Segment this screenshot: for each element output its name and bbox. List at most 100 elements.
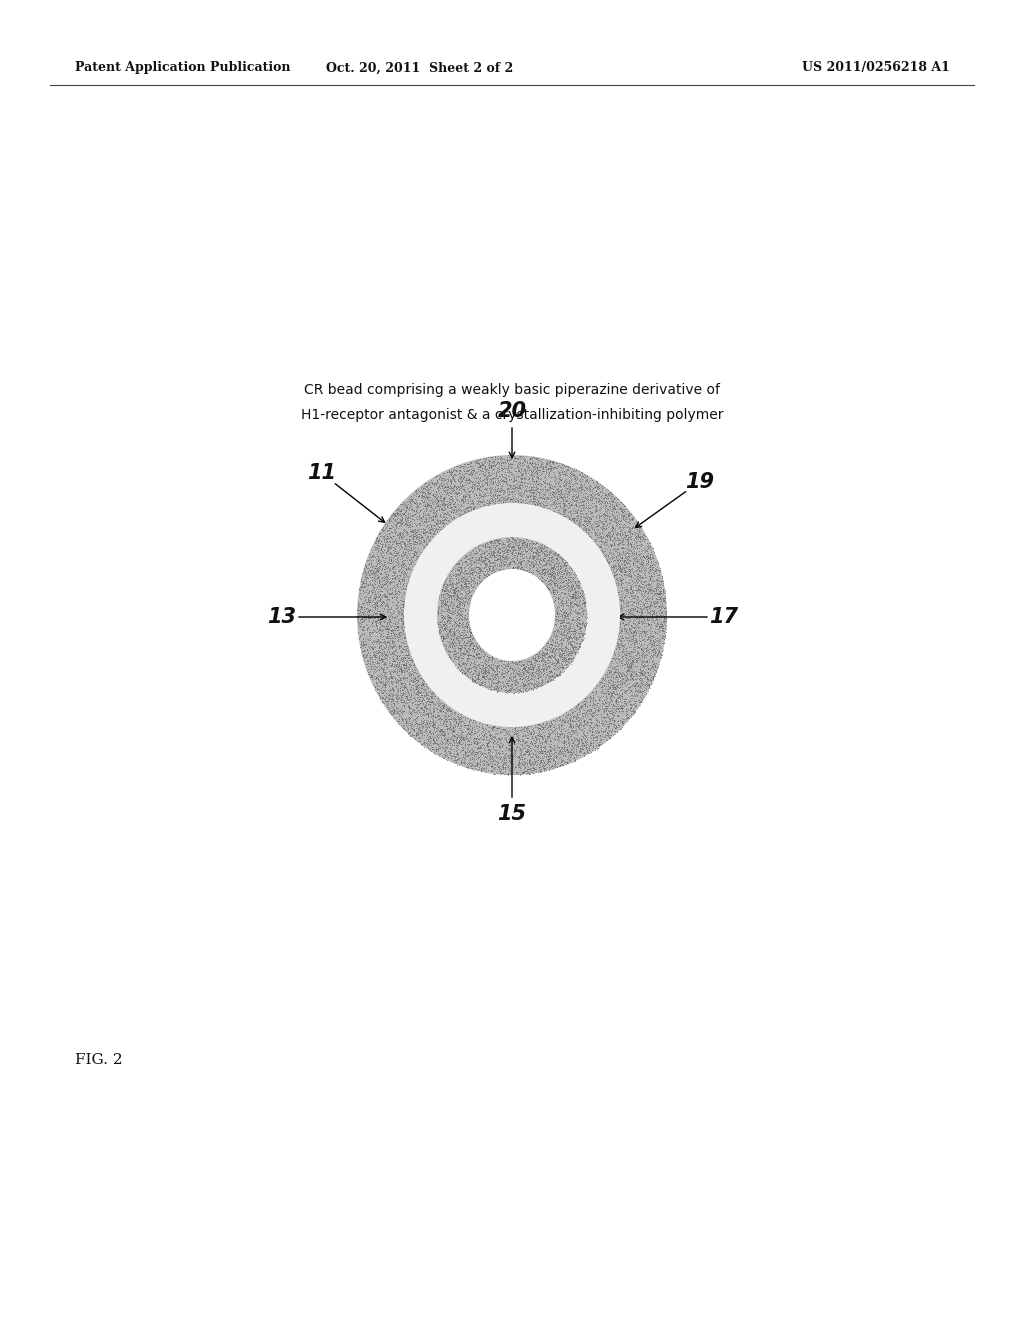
Point — [631, 517, 647, 539]
Point — [485, 763, 502, 784]
Point — [509, 655, 525, 676]
Point — [435, 628, 452, 649]
Point — [535, 562, 551, 583]
Point — [539, 756, 555, 777]
Point — [570, 606, 587, 627]
Point — [595, 488, 611, 510]
Point — [463, 626, 479, 647]
Point — [474, 453, 490, 474]
Point — [522, 751, 539, 772]
Point — [465, 560, 481, 581]
Text: FIG. 2: FIG. 2 — [75, 1053, 123, 1067]
Point — [455, 619, 471, 640]
Point — [541, 570, 557, 591]
Point — [501, 748, 517, 770]
Point — [566, 498, 583, 519]
Point — [398, 521, 415, 543]
Point — [401, 540, 418, 561]
Point — [629, 630, 645, 651]
Point — [625, 548, 641, 569]
Point — [469, 640, 485, 661]
Point — [571, 490, 588, 511]
Point — [380, 618, 396, 639]
Point — [413, 684, 429, 705]
Point — [507, 447, 523, 469]
Point — [509, 548, 525, 569]
Point — [440, 510, 457, 531]
Point — [490, 747, 507, 768]
Point — [439, 475, 456, 496]
Point — [496, 725, 512, 746]
Point — [450, 591, 466, 612]
Point — [466, 645, 482, 667]
Point — [439, 469, 456, 490]
Point — [435, 697, 452, 718]
Point — [379, 694, 395, 715]
Point — [453, 549, 469, 570]
Point — [600, 723, 616, 744]
Point — [441, 582, 458, 603]
Point — [495, 552, 511, 573]
Point — [471, 478, 487, 499]
Point — [475, 660, 492, 681]
Point — [452, 660, 468, 681]
Point — [475, 665, 492, 686]
Point — [624, 704, 640, 725]
Point — [583, 515, 599, 536]
Point — [541, 657, 557, 678]
Point — [623, 680, 639, 701]
Point — [435, 480, 452, 502]
Point — [584, 694, 600, 715]
Point — [520, 744, 537, 766]
Point — [653, 620, 670, 642]
Point — [467, 721, 483, 742]
Point — [606, 544, 623, 565]
Point — [557, 638, 573, 659]
Point — [502, 742, 518, 763]
Point — [388, 702, 404, 723]
Point — [462, 748, 478, 770]
Point — [486, 541, 503, 562]
Point — [391, 628, 408, 649]
Point — [393, 556, 410, 577]
Point — [481, 558, 498, 579]
Point — [443, 615, 460, 636]
Point — [473, 544, 489, 565]
Point — [373, 581, 389, 602]
Point — [408, 697, 424, 718]
Point — [556, 611, 572, 632]
Point — [485, 470, 502, 491]
Point — [572, 741, 589, 762]
Point — [368, 626, 384, 647]
Point — [543, 550, 559, 572]
Point — [368, 603, 384, 624]
Point — [471, 731, 487, 752]
Point — [608, 494, 625, 515]
Point — [655, 609, 672, 630]
Point — [364, 546, 380, 568]
Point — [464, 540, 480, 561]
Point — [375, 672, 391, 693]
Point — [391, 510, 408, 531]
Point — [575, 705, 592, 726]
Point — [458, 453, 474, 474]
Point — [545, 748, 561, 770]
Point — [466, 573, 482, 594]
Point — [596, 708, 612, 729]
Point — [485, 661, 502, 682]
Point — [547, 640, 563, 661]
Point — [624, 684, 640, 705]
Point — [558, 595, 574, 616]
Point — [355, 609, 372, 630]
Point — [539, 473, 555, 494]
Point — [452, 624, 468, 645]
Point — [575, 594, 592, 615]
Point — [462, 747, 478, 768]
Point — [525, 723, 542, 744]
Point — [655, 589, 672, 610]
Point — [350, 606, 367, 627]
Point — [386, 615, 402, 636]
Point — [628, 628, 644, 649]
Point — [441, 636, 458, 657]
Point — [537, 565, 553, 586]
